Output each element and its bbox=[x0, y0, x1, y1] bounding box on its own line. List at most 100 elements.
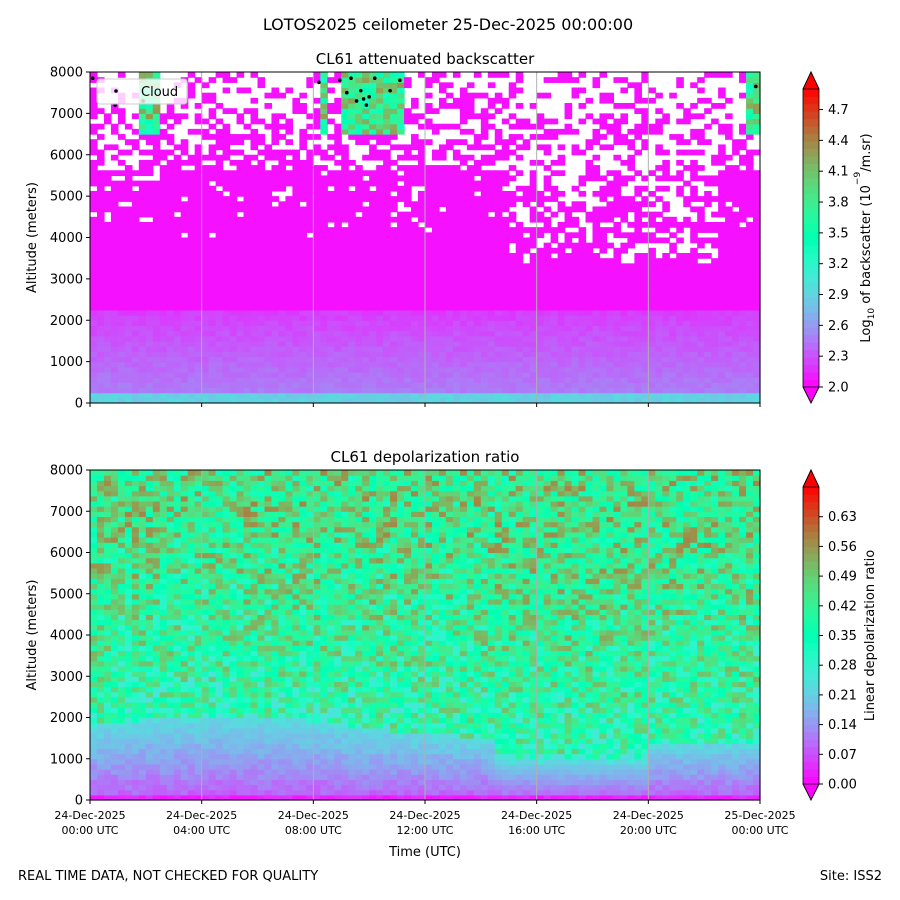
colorbar-band bbox=[803, 148, 819, 157]
x-tick-label-time: 20:00 UTC bbox=[620, 824, 677, 837]
colorbar-band bbox=[803, 133, 819, 142]
y-tick-label: 0 bbox=[75, 397, 83, 412]
colorbar-tick-label: 3.8 bbox=[828, 196, 849, 211]
cloud-point bbox=[358, 88, 363, 93]
colorbar-band bbox=[803, 275, 819, 284]
colorbar-band bbox=[803, 223, 819, 231]
cloud-point bbox=[317, 80, 321, 85]
colorbar-band bbox=[803, 583, 819, 592]
colorbar-band bbox=[803, 327, 819, 336]
footer-site: Site: ISS2 bbox=[819, 869, 882, 884]
colorbar-tick-label: 3.2 bbox=[828, 257, 849, 272]
colorbar-band bbox=[803, 620, 819, 629]
colorbar-band bbox=[803, 290, 819, 298]
x-tick-label-date: 24-Dec-2025 bbox=[613, 809, 684, 822]
colorbar-band bbox=[803, 561, 819, 570]
colorbar-tick-label: 2.9 bbox=[828, 288, 849, 303]
x-tick-label-time: 00:00 UTC bbox=[61, 824, 118, 837]
colorbar-band bbox=[803, 746, 819, 755]
colorbar-band bbox=[803, 141, 819, 149]
colorbar-tick-label: 0.63 bbox=[828, 510, 857, 525]
colorbar-band bbox=[803, 170, 819, 179]
colorbar-band bbox=[803, 524, 819, 532]
colorbar-band bbox=[803, 538, 819, 547]
colorbar-tick-label: 0.35 bbox=[828, 629, 857, 644]
colorbar-band bbox=[803, 761, 819, 770]
panel-1: Cloud CL61 attenuated backscatter 0 1000 200… bbox=[25, 50, 877, 412]
colorbar-label-part: Log bbox=[859, 319, 874, 342]
legend-label: Cloud bbox=[141, 85, 178, 100]
colorbar-band bbox=[803, 717, 819, 725]
panel-title: CL61 attenuated backscatter bbox=[316, 50, 535, 68]
colorbar-band bbox=[803, 657, 819, 666]
colorbar-band bbox=[803, 709, 819, 718]
x-axis-label: Time (UTC) bbox=[388, 845, 461, 860]
x-tick-label-date: 24-Dec-2025 bbox=[54, 809, 125, 822]
cloud-point bbox=[338, 78, 342, 83]
cloud-point bbox=[345, 90, 349, 95]
y-tick-label: 5000 bbox=[50, 587, 83, 602]
colorbar-tick-label: 0.42 bbox=[828, 599, 857, 614]
colorbar-band bbox=[803, 739, 819, 748]
y-tick-label: 3000 bbox=[50, 272, 83, 287]
colorbar-band bbox=[803, 605, 819, 614]
colorbar-tick-label: 4.1 bbox=[828, 165, 849, 180]
colorbar-band bbox=[803, 553, 819, 562]
x-tick-label-date: 24-Dec-2025 bbox=[166, 809, 237, 822]
colorbar-band bbox=[803, 769, 819, 777]
colorbar-extend-max bbox=[802, 71, 820, 90]
cloud-point bbox=[354, 99, 359, 103]
colorbar-band bbox=[803, 665, 819, 674]
y-tick-label: 0 bbox=[75, 794, 83, 809]
colorbar-band bbox=[803, 635, 819, 644]
colorbar-label-part: −9 bbox=[853, 172, 863, 186]
cloud-point bbox=[364, 103, 369, 107]
x-tick-label-time: 16:00 UTC bbox=[508, 824, 565, 837]
colorbar-tick-label: 0.56 bbox=[828, 540, 857, 555]
colorbar-band bbox=[803, 252, 819, 261]
colorbar-band bbox=[803, 349, 819, 358]
colorbar-band bbox=[803, 334, 819, 343]
colorbar-tick-label: 2.6 bbox=[828, 319, 849, 334]
y-tick-label: 5000 bbox=[50, 190, 83, 205]
colorbar-label-part: 10 bbox=[867, 308, 877, 320]
y-tick-label: 8000 bbox=[50, 464, 83, 479]
colorbar-band bbox=[803, 364, 819, 373]
colorbar-band bbox=[803, 576, 819, 584]
colorbar-extend-min bbox=[802, 783, 820, 801]
panel-title: CL61 depolarization ratio bbox=[331, 448, 520, 466]
cloud-point bbox=[349, 76, 353, 81]
colorbar-band bbox=[803, 501, 819, 510]
x-tick-label-date: 25-Dec-2025 bbox=[724, 809, 795, 822]
cloud-point bbox=[754, 84, 758, 89]
colorbar-band bbox=[803, 724, 819, 733]
colorbar-band bbox=[803, 193, 819, 202]
legend-frame bbox=[96, 78, 188, 105]
colorbar-band bbox=[803, 156, 819, 164]
suptitle: LOTOS2025 ceilometer 25-Dec-2025 00:00:0… bbox=[263, 15, 633, 34]
colorbar-band bbox=[803, 297, 819, 306]
colorbar-tick-label: 2.3 bbox=[828, 350, 849, 365]
colorbar-band bbox=[803, 546, 819, 555]
cloud-point bbox=[372, 76, 377, 81]
colorbar-band bbox=[803, 702, 819, 711]
colorbar-extend-max bbox=[802, 469, 820, 488]
colorbar-tick-label: 0.21 bbox=[828, 688, 857, 703]
heatmap-field bbox=[90, 470, 761, 801]
colorbar-band bbox=[803, 568, 819, 577]
colorbar-band bbox=[803, 776, 819, 785]
y-tick-label: 6000 bbox=[50, 148, 83, 163]
colorbar-band bbox=[803, 487, 819, 495]
colorbar-tick-label: 4.4 bbox=[828, 134, 849, 149]
x-tick-label-date: 24-Dec-2025 bbox=[278, 809, 349, 822]
footer-quality-note: REAL TIME DATA, NOT CHECKED FOR QUALITY bbox=[18, 869, 319, 884]
colorbar-band bbox=[803, 163, 819, 172]
colorbar-band bbox=[803, 178, 819, 187]
y-tick-label: 4000 bbox=[50, 231, 83, 246]
colorbar-tick-label: 3.5 bbox=[828, 226, 849, 241]
colorbar-band bbox=[803, 509, 819, 518]
colorbar-band bbox=[803, 372, 819, 380]
colorbar-band bbox=[803, 494, 819, 503]
cloud-point bbox=[90, 76, 95, 81]
